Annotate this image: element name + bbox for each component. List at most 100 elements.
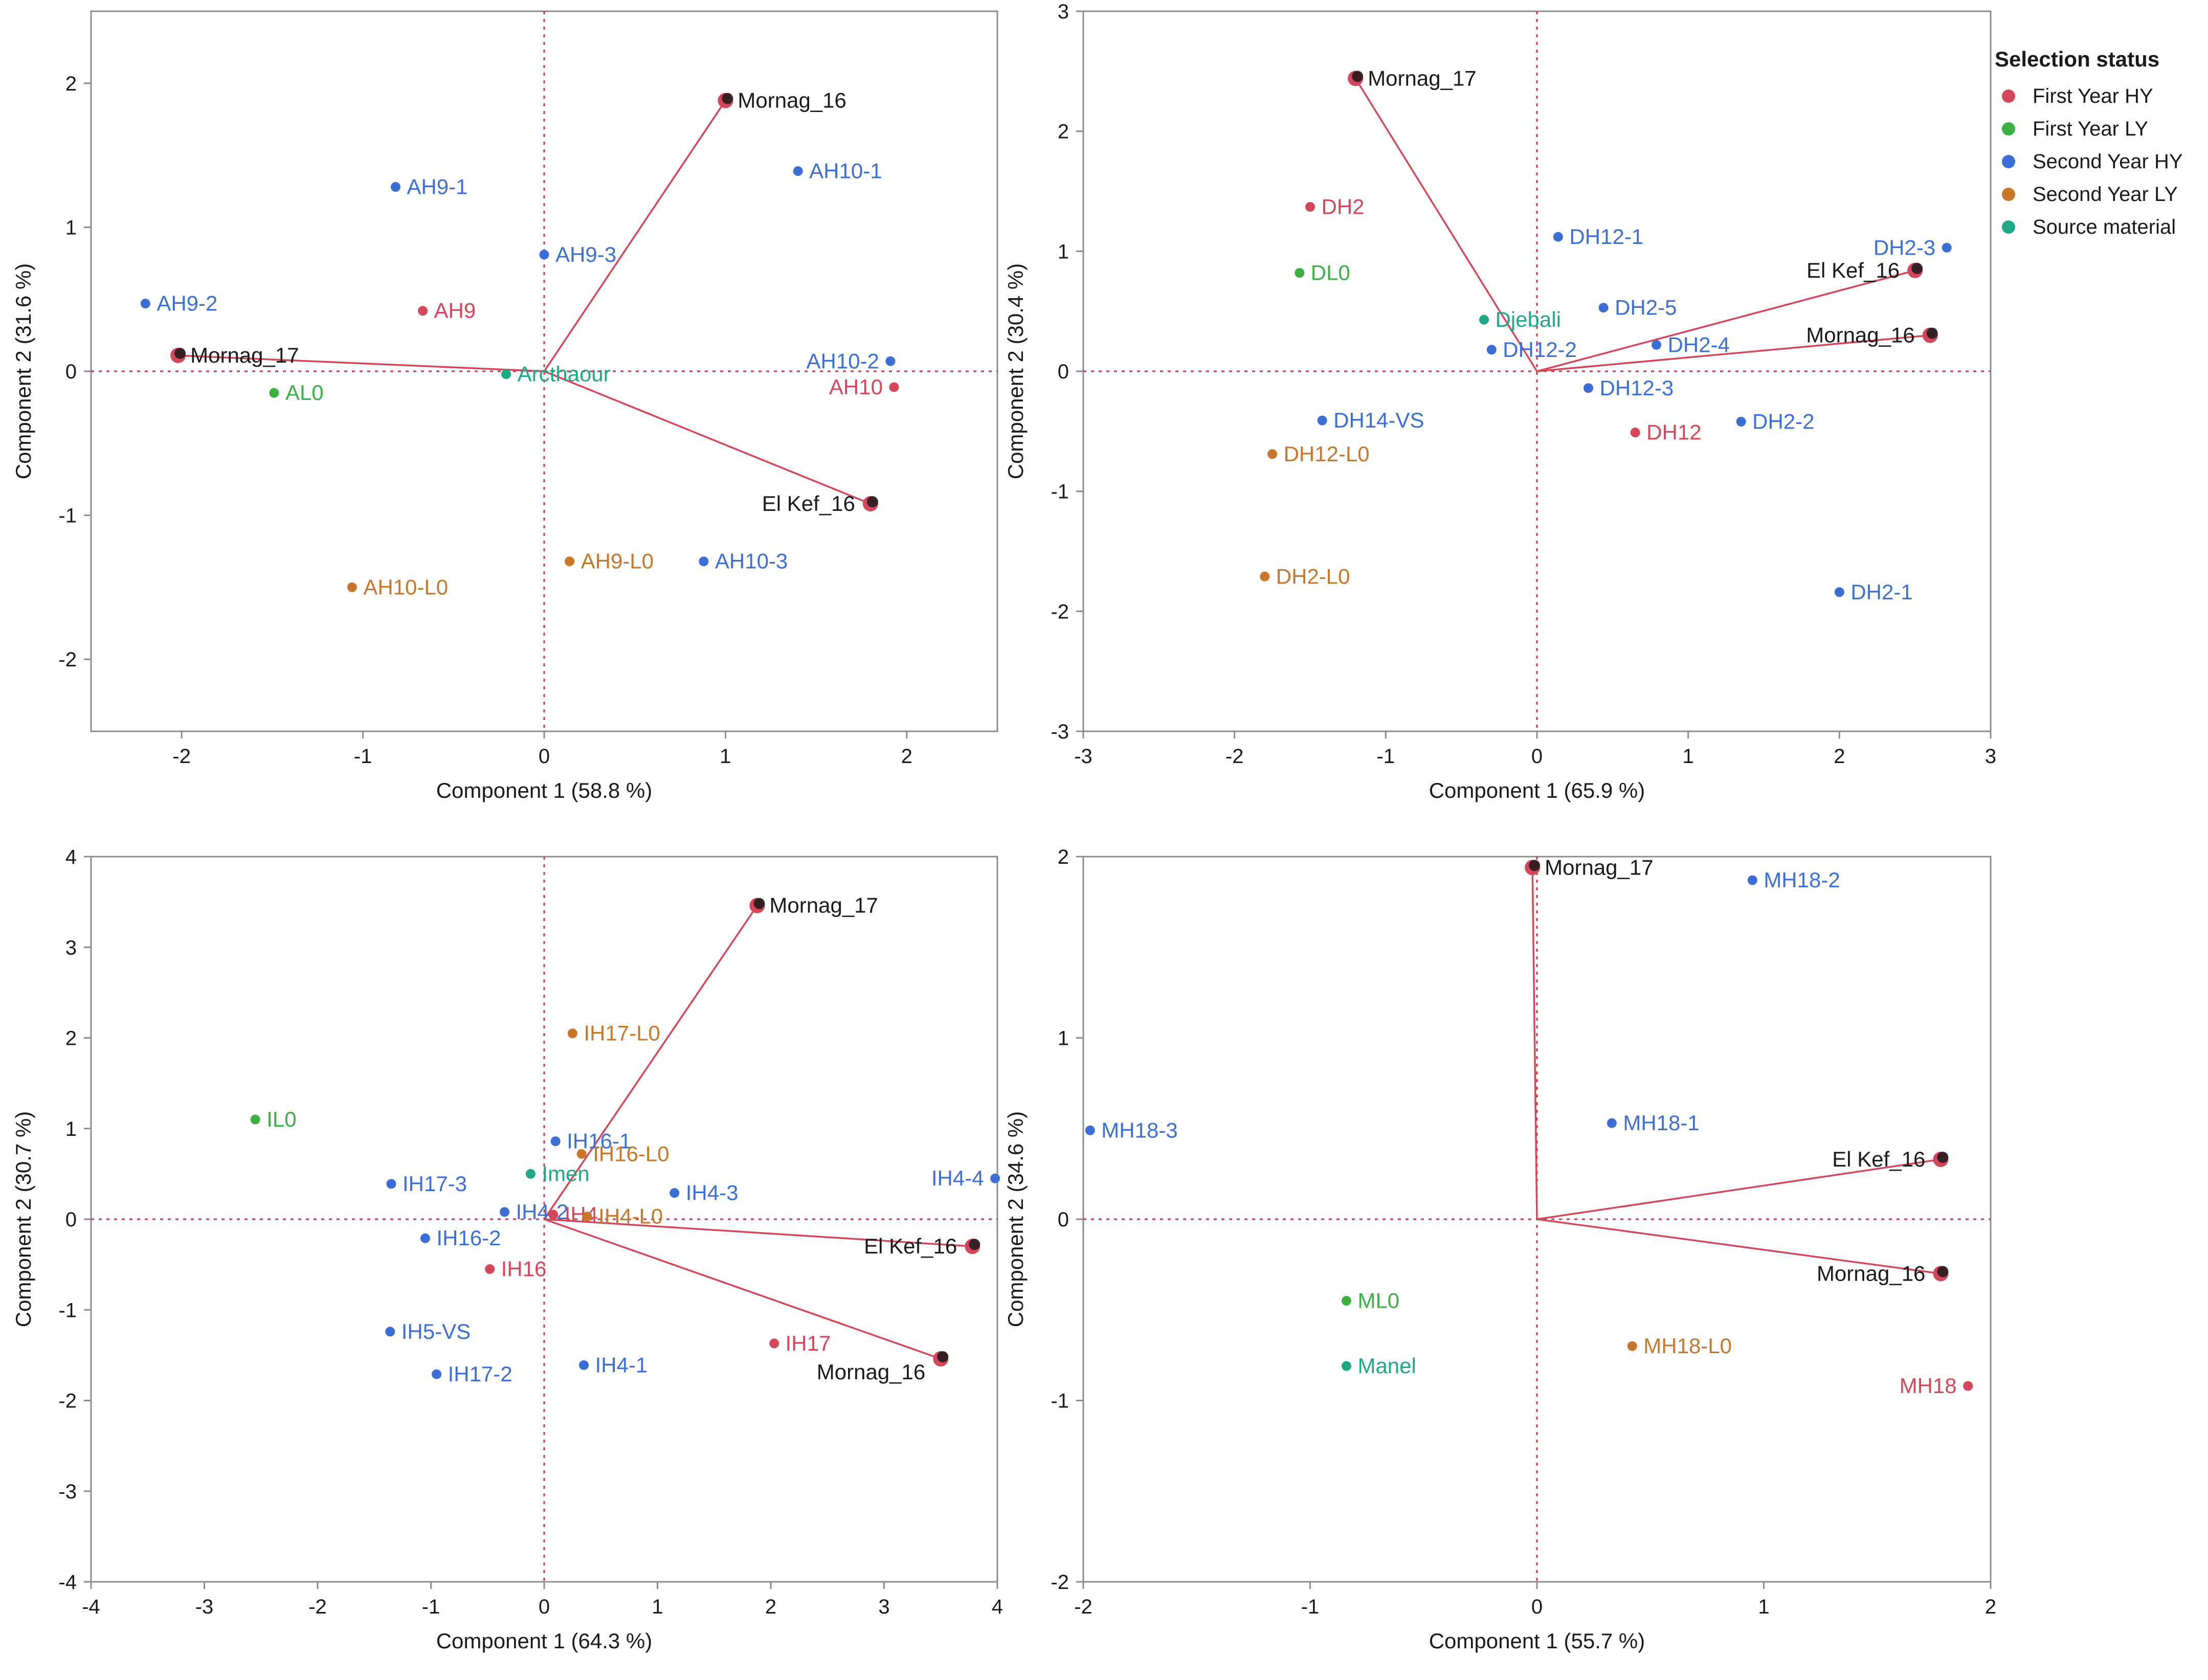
data-point <box>385 1327 395 1337</box>
point-label: IH16 <box>501 1257 547 1281</box>
data-point <box>1267 449 1278 459</box>
legend-swatch <box>2002 155 2015 168</box>
loading-vector <box>544 370 871 505</box>
data-point <box>1736 417 1746 427</box>
x-tick-label: -2 <box>1074 1596 1092 1618</box>
y-tick-label: 0 <box>1058 361 1069 383</box>
point-label: IH16-1 <box>567 1129 631 1153</box>
point-label: AH10-2 <box>806 349 879 373</box>
legend: Selection status First Year HY First Yea… <box>1995 47 2204 252</box>
y-tick-label: -3 <box>1051 721 1069 743</box>
data-point <box>670 1188 680 1198</box>
point-label: AH9 <box>434 299 476 323</box>
x-tick-label: 0 <box>1531 1596 1543 1618</box>
point-label: AH9-2 <box>157 292 217 316</box>
y-tick-label: 2 <box>65 73 77 95</box>
chart-panel-2: -3 -2 -1 0 1 2 3 -3 -2 -1 0 1 2 3 Component 1 (65.9 %)… <box>1003 1 1996 802</box>
y-tick-label: 2 <box>65 1027 77 1050</box>
point-label: AH9-L0 <box>581 549 654 573</box>
legend-title: Selection status <box>1995 47 2160 71</box>
loading-vector-tip-shadow <box>1937 1266 1949 1278</box>
x-axis-label: Component 1 (58.8 %) <box>436 778 653 802</box>
data-point <box>1341 1361 1351 1371</box>
point-label: DH2-3 <box>1874 235 1935 259</box>
data-point <box>1963 1381 1973 1391</box>
data-point <box>1260 571 1270 581</box>
data-point <box>386 1179 396 1189</box>
loading-vector-tip-shadow <box>722 93 733 104</box>
point-label: AH10-1 <box>809 159 882 183</box>
loading-vector <box>1354 78 1538 372</box>
loading-vector <box>1536 334 1930 372</box>
loading-vector-tip-shadow <box>1352 71 1364 82</box>
y-tick-label: -2 <box>1051 600 1069 623</box>
x-tick-label: 2 <box>1834 745 1845 768</box>
loading-vector <box>1536 1158 1941 1220</box>
point-label: MH18-2 <box>1764 868 1840 892</box>
legend-label: Source material <box>2033 215 2176 238</box>
point-label: DH2-2 <box>1752 410 1814 434</box>
data-point <box>1486 345 1497 355</box>
vector-label: Mornag_16 <box>1806 323 1914 347</box>
chart-panel-1: -2 -1 0 1 2 -2 -1 0 1 2 Component 1 (58.8 %) Compon… <box>11 10 998 802</box>
point-label: IH17-3 <box>403 1172 467 1196</box>
data-point <box>1834 587 1844 597</box>
x-tick-label: -4 <box>82 1596 100 1618</box>
data-point <box>1652 340 1662 350</box>
y-tick-label: 1 <box>1058 240 1069 263</box>
y-tick-label: -2 <box>58 1390 77 1413</box>
vector-label: Mornag_17 <box>769 893 878 917</box>
data-point <box>347 582 357 592</box>
data-point <box>1607 1118 1617 1128</box>
x-tick-label: -1 <box>1301 1596 1320 1618</box>
data-point <box>1583 383 1594 393</box>
data-point <box>1553 232 1563 242</box>
point-label: IH17 <box>786 1331 831 1355</box>
x-tick-label: 1 <box>1758 1596 1769 1618</box>
x-tick-label: -2 <box>1225 745 1244 768</box>
data-point <box>1295 268 1305 278</box>
loading-vector-tip-shadow <box>1926 327 1938 339</box>
vector-label: El Kef_16 <box>864 1234 957 1258</box>
point-label: IH16-L0 <box>593 1141 669 1166</box>
data-point <box>432 1369 442 1379</box>
y-tick-label: 3 <box>1058 1 1069 23</box>
data-point <box>550 1136 561 1147</box>
point-label: MH18 <box>1900 1374 1957 1398</box>
loading-vector-tip-shadow <box>937 1351 949 1362</box>
y-tick-label: -2 <box>1051 1571 1069 1594</box>
point-label: Arcthaour <box>518 362 611 386</box>
vector-label: El Kef_16 <box>1832 1147 1925 1171</box>
x-tick-label: -2 <box>172 745 191 768</box>
y-tick-label: 0 <box>65 361 77 383</box>
x-tick-label: 1 <box>720 745 731 768</box>
y-axis-label: Component 2 (31.6 %) <box>11 263 35 480</box>
y-axis-label: Component 2 (30.7 %) <box>11 1111 35 1328</box>
point-label: DH14-VS <box>1333 408 1424 432</box>
loading-vector-tip-shadow <box>969 1239 980 1250</box>
point-label: AH10 <box>829 375 883 399</box>
legend-swatch <box>2002 220 2015 234</box>
point-label: DH2-5 <box>1615 296 1677 320</box>
x-tick-label: 2 <box>1985 1596 1996 1618</box>
point-label: DH12 <box>1646 420 1701 444</box>
vector-label: El Kef_16 <box>1806 258 1900 282</box>
x-axis-label: Component 1 (55.7 %) <box>1429 1629 1645 1653</box>
legend-item-source-material: Source material <box>1995 211 2204 243</box>
point-label: IH4-4 <box>931 1166 984 1190</box>
point-label: Djebali <box>1496 307 1561 331</box>
y-tick-label: 0 <box>65 1208 77 1231</box>
data-point <box>579 1360 589 1370</box>
point-label: DH2 <box>1322 195 1365 219</box>
x-axis-label: Component 1 (64.3 %) <box>436 1629 653 1653</box>
x-tick-label: 1 <box>1683 745 1694 768</box>
legend-swatch <box>2002 188 2015 201</box>
x-axis-label: Component 1 (65.9 %) <box>1429 778 1645 802</box>
point-label: AH10-L0 <box>363 575 448 599</box>
legend-label: First Year HY <box>2033 84 2153 107</box>
point-label: DH2-L0 <box>1276 564 1350 588</box>
data-point <box>793 166 803 176</box>
data-point <box>418 306 428 316</box>
data-point <box>567 1028 577 1039</box>
legend-label: Second Year LY <box>2033 183 2178 206</box>
